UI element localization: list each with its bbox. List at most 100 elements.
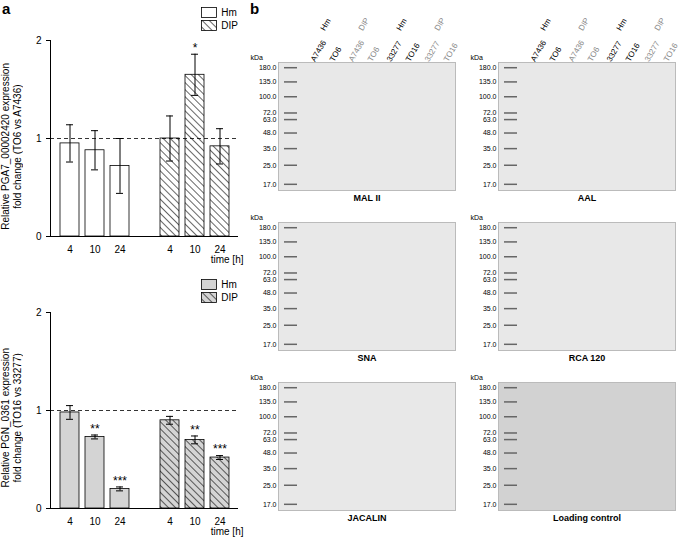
svg-text:TO16: TO16	[404, 41, 422, 63]
svg-text:time [h]: time [h]	[211, 526, 244, 537]
svg-text:time [h]: time [h]	[211, 254, 244, 265]
svg-text:25.0: 25.0	[263, 321, 277, 328]
svg-text:DIP: DIP	[357, 16, 371, 32]
svg-text:2: 2	[36, 307, 42, 318]
svg-text:35.0: 35.0	[483, 145, 497, 152]
svg-text:kDa: kDa	[251, 214, 264, 221]
svg-text:Hm: Hm	[319, 17, 333, 33]
svg-text:17.0: 17.0	[483, 341, 497, 348]
svg-text:63.0: 63.0	[263, 436, 277, 443]
svg-text:4: 4	[167, 244, 173, 255]
svg-text:kDa: kDa	[471, 374, 484, 381]
svg-text:***: ***	[213, 442, 227, 456]
svg-text:35.0: 35.0	[263, 465, 277, 472]
svg-text:TO16: TO16	[624, 41, 642, 63]
svg-text:17.0: 17.0	[263, 501, 277, 508]
svg-text:*: *	[193, 41, 198, 55]
svg-text:0: 0	[36, 503, 42, 514]
svg-text:100.0: 100.0	[479, 93, 497, 100]
svg-text:MAL II: MAL II	[354, 193, 381, 203]
svg-text:35.0: 35.0	[483, 305, 497, 312]
svg-text:kDa: kDa	[251, 54, 264, 61]
svg-text:180.0: 180.0	[259, 64, 277, 71]
svg-text:2: 2	[36, 35, 42, 46]
svg-text:180.0: 180.0	[259, 384, 277, 391]
svg-text:135.0: 135.0	[259, 238, 277, 245]
svg-text:48.0: 48.0	[483, 289, 497, 296]
svg-text:63.0: 63.0	[263, 276, 277, 283]
svg-text:100.0: 100.0	[479, 413, 497, 420]
svg-text:DIP: DIP	[653, 16, 667, 32]
svg-text:25.0: 25.0	[263, 481, 277, 488]
svg-text:A7436: A7436	[309, 38, 329, 63]
svg-text:Hm: Hm	[395, 17, 409, 33]
svg-text:135.0: 135.0	[479, 398, 497, 405]
svg-text:**: **	[190, 423, 200, 437]
svg-text:63.0: 63.0	[483, 276, 497, 283]
svg-text:24: 24	[114, 516, 126, 527]
svg-text:A7436: A7436	[567, 38, 587, 63]
svg-text:180.0: 180.0	[479, 64, 497, 71]
svg-text:35.0: 35.0	[263, 305, 277, 312]
svg-text:48.0: 48.0	[483, 449, 497, 456]
svg-text:TO16: TO16	[662, 41, 680, 63]
svg-text:AAL: AAL	[578, 193, 597, 203]
svg-text:kDa: kDa	[471, 214, 484, 221]
svg-text:1: 1	[36, 133, 42, 144]
svg-text:JACALIN: JACALIN	[347, 513, 386, 523]
svg-text:**: **	[90, 422, 100, 436]
svg-text:33277: 33277	[385, 39, 404, 63]
svg-text:TO6: TO6	[366, 45, 382, 63]
svg-text:24: 24	[114, 244, 126, 255]
svg-text:25.0: 25.0	[483, 321, 497, 328]
svg-text:35.0: 35.0	[483, 465, 497, 472]
svg-text:25.0: 25.0	[483, 481, 497, 488]
svg-text:10: 10	[189, 516, 201, 527]
svg-text:63.0: 63.0	[483, 436, 497, 443]
svg-text:4: 4	[67, 244, 73, 255]
svg-text:17.0: 17.0	[263, 341, 277, 348]
svg-text:TO6: TO6	[328, 45, 344, 63]
svg-text:100.0: 100.0	[259, 93, 277, 100]
svg-text:63.0: 63.0	[263, 116, 277, 123]
svg-text:10: 10	[89, 244, 101, 255]
svg-text:DIP: DIP	[433, 16, 447, 32]
svg-text:1: 1	[36, 405, 42, 416]
svg-text:Hm: Hm	[539, 17, 553, 33]
svg-text:17.0: 17.0	[483, 181, 497, 188]
svg-text:TO6: TO6	[586, 45, 602, 63]
svg-text:A7436: A7436	[529, 38, 549, 63]
svg-text:135.0: 135.0	[259, 78, 277, 85]
svg-text:48.0: 48.0	[263, 289, 277, 296]
svg-text:A7436: A7436	[347, 38, 367, 63]
svg-text:33277: 33277	[605, 39, 624, 63]
svg-text:RCA 120: RCA 120	[569, 353, 606, 363]
svg-text:33277: 33277	[423, 39, 442, 63]
svg-text:33277: 33277	[643, 39, 662, 63]
svg-text:135.0: 135.0	[479, 238, 497, 245]
svg-text:135.0: 135.0	[479, 78, 497, 85]
svg-text:DIP: DIP	[577, 16, 591, 32]
svg-text:48.0: 48.0	[263, 449, 277, 456]
svg-text:100.0: 100.0	[259, 413, 277, 420]
svg-text:4: 4	[67, 516, 73, 527]
svg-text:kDa: kDa	[251, 374, 264, 381]
svg-text:***: ***	[113, 474, 127, 488]
svg-text:10: 10	[89, 516, 101, 527]
svg-text:4: 4	[167, 516, 173, 527]
svg-text:SNA: SNA	[357, 353, 377, 363]
svg-text:180.0: 180.0	[479, 384, 497, 391]
svg-text:17.0: 17.0	[483, 501, 497, 508]
svg-text:10: 10	[189, 244, 201, 255]
svg-text:kDa: kDa	[471, 54, 484, 61]
svg-text:63.0: 63.0	[483, 116, 497, 123]
svg-text:0: 0	[36, 231, 42, 242]
svg-text:25.0: 25.0	[483, 161, 497, 168]
svg-text:TO6: TO6	[548, 45, 564, 63]
svg-text:25.0: 25.0	[263, 161, 277, 168]
svg-text:180.0: 180.0	[479, 224, 497, 231]
svg-text:35.0: 35.0	[263, 145, 277, 152]
svg-text:100.0: 100.0	[479, 253, 497, 260]
svg-text:Loading control: Loading control	[553, 513, 621, 523]
svg-text:TO16: TO16	[442, 41, 460, 63]
